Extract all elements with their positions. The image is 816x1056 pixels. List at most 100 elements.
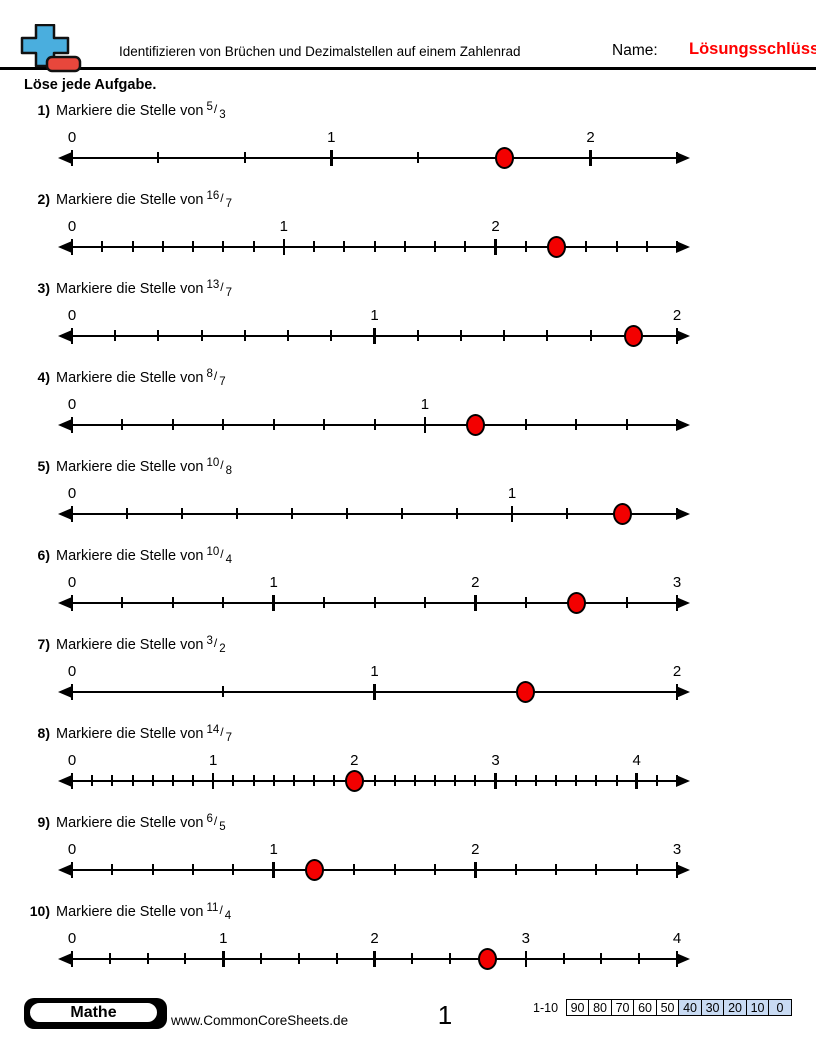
subject-badge-label: Mathe bbox=[28, 1001, 159, 1024]
tick-mark bbox=[373, 241, 376, 252]
answer-dot bbox=[546, 235, 566, 258]
number-line-value-label: 0 bbox=[67, 307, 77, 324]
problem-row: 6) Markiere die Stelle von 10/4 0 1 2 3 bbox=[0, 546, 816, 636]
left-arrow-icon bbox=[58, 329, 72, 342]
tick-mark bbox=[675, 683, 679, 700]
right-arrow-icon bbox=[676, 507, 690, 520]
number-line-value-label: 2 bbox=[672, 307, 682, 324]
tick-mark bbox=[459, 330, 462, 341]
tick-mark bbox=[272, 861, 275, 878]
tick-mark bbox=[676, 508, 678, 519]
left-arrow-icon bbox=[58, 151, 72, 164]
number-line-value-label: 0 bbox=[67, 841, 77, 858]
number-line-value-label: 2 bbox=[672, 663, 682, 680]
tick-mark bbox=[373, 327, 376, 344]
number-line-value-label: 3 bbox=[521, 930, 530, 947]
score-table: 1-10 90 80 70 60 50 40 30 20 10 0 bbox=[533, 999, 793, 1016]
number-line: 0 1 2 bbox=[56, 126, 696, 172]
tick-mark bbox=[192, 241, 194, 252]
tick-mark bbox=[70, 594, 74, 611]
problem-prompt: Markiere die Stelle von 11/4 bbox=[56, 902, 231, 922]
tick-mark bbox=[161, 241, 164, 252]
tick-mark bbox=[70, 950, 74, 967]
tick-mark bbox=[555, 775, 557, 786]
fraction-slash: / bbox=[213, 102, 218, 116]
fraction-denominator: 7 bbox=[225, 287, 233, 299]
problem-row: 8) Markiere die Stelle von 14/7 0 1 2 3 4 bbox=[0, 724, 816, 814]
number-line-bar bbox=[62, 245, 684, 248]
tick-mark bbox=[111, 775, 114, 786]
problem-prompt: Markiere die Stelle von 13/7 bbox=[56, 279, 233, 299]
tick-mark bbox=[313, 775, 315, 786]
tick-mark bbox=[222, 950, 225, 967]
tick-mark bbox=[625, 597, 628, 608]
answer-dot bbox=[612, 502, 632, 525]
tick-mark bbox=[181, 508, 183, 519]
tick-mark bbox=[200, 330, 203, 341]
tick-mark bbox=[514, 775, 517, 786]
problem-number: 5) bbox=[37, 458, 50, 474]
fraction-numerator: 3 bbox=[206, 635, 213, 647]
tick-mark bbox=[232, 864, 235, 875]
number-line-value-label: 2 bbox=[491, 218, 500, 235]
fraction-numerator: 10 bbox=[206, 457, 220, 469]
number-line-value-label: 1 bbox=[219, 930, 228, 947]
tick-mark bbox=[222, 241, 225, 252]
fraction-slash: / bbox=[219, 903, 223, 917]
tick-mark bbox=[272, 594, 275, 611]
prompt-text: Markiere die Stelle von bbox=[56, 548, 204, 564]
tick-mark bbox=[676, 241, 678, 252]
answer-key-label: Lösungsschlüssel bbox=[689, 40, 816, 58]
tick-mark bbox=[330, 149, 333, 166]
tick-mark bbox=[524, 419, 527, 430]
number-line-value-label: 0 bbox=[67, 129, 77, 146]
number-line-bar bbox=[62, 156, 684, 159]
right-arrow-icon bbox=[676, 418, 690, 431]
tick-mark bbox=[157, 152, 160, 163]
tick-mark bbox=[252, 775, 255, 786]
tick-mark bbox=[243, 152, 246, 163]
tick-mark bbox=[524, 241, 527, 252]
tick-mark bbox=[192, 775, 194, 786]
left-arrow-icon bbox=[58, 863, 72, 876]
tick-mark bbox=[546, 330, 549, 341]
tick-mark bbox=[282, 238, 285, 255]
number-line-value-label: 0 bbox=[67, 396, 77, 413]
tick-mark bbox=[456, 508, 458, 519]
number-line: 0 1 2 3 bbox=[56, 571, 696, 617]
tick-mark bbox=[131, 775, 134, 786]
tick-mark bbox=[434, 864, 436, 875]
tick-mark bbox=[70, 505, 74, 522]
tick-mark bbox=[222, 419, 225, 430]
number-line-value-label: 0 bbox=[67, 485, 77, 502]
tick-mark bbox=[272, 775, 275, 786]
number-line-bar bbox=[62, 690, 684, 693]
tick-mark bbox=[416, 330, 419, 341]
right-arrow-icon bbox=[676, 863, 690, 876]
right-arrow-icon bbox=[676, 329, 690, 342]
tick-mark bbox=[403, 241, 406, 252]
problem-prompt: Markiere die Stelle von 10/4 bbox=[56, 546, 232, 566]
tick-mark bbox=[70, 238, 74, 255]
problem-prompt: Markiere die Stelle von 14/7 bbox=[56, 724, 232, 744]
number-line-value-label: 1 bbox=[370, 307, 379, 324]
left-arrow-icon bbox=[58, 240, 72, 253]
tick-mark bbox=[423, 597, 426, 608]
tick-mark bbox=[524, 597, 527, 608]
tick-mark bbox=[287, 330, 290, 341]
fraction-numerator: 14 bbox=[206, 724, 220, 736]
prompt-text: Markiere die Stelle von bbox=[56, 637, 204, 653]
tick-mark bbox=[645, 241, 648, 252]
tick-mark bbox=[524, 950, 527, 967]
number-line-bar bbox=[62, 868, 684, 871]
tick-mark bbox=[272, 419, 275, 430]
number-line-value-label: 3 bbox=[491, 752, 500, 769]
prompt-text: Markiere die Stelle von bbox=[56, 815, 204, 831]
tick-mark bbox=[514, 864, 517, 875]
fraction-numerator: 10 bbox=[206, 546, 220, 558]
tick-mark bbox=[416, 152, 419, 163]
page-number: 1 bbox=[437, 1000, 453, 1030]
fraction-numerator: 11 bbox=[206, 902, 219, 914]
answer-dot bbox=[478, 947, 498, 970]
tick-mark bbox=[243, 330, 246, 341]
